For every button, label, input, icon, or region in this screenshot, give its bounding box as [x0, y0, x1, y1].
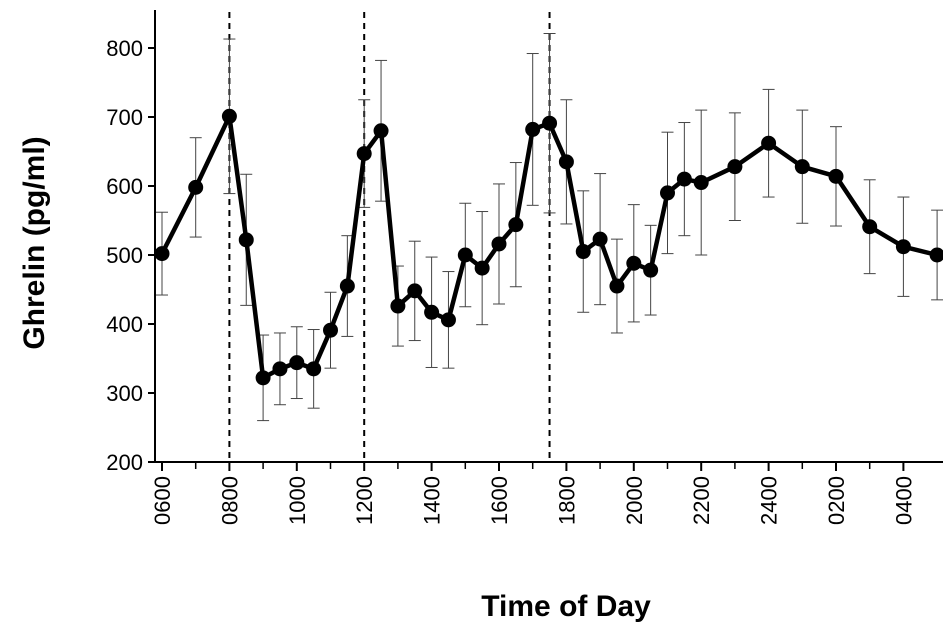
- data-point: [492, 236, 507, 251]
- data-point: [508, 217, 523, 232]
- data-point: [559, 154, 574, 169]
- y-tick-label: 500: [106, 243, 143, 268]
- data-point: [626, 256, 641, 271]
- data-point: [256, 370, 271, 385]
- data-point: [357, 146, 372, 161]
- data-point: [222, 109, 237, 124]
- data-point: [239, 232, 254, 247]
- y-tick-label: 400: [106, 312, 143, 337]
- y-tick-label: 300: [106, 381, 143, 406]
- x-tick-label: 1400: [420, 476, 445, 525]
- data-point: [930, 248, 943, 263]
- data-point: [609, 279, 624, 294]
- data-point: [407, 283, 422, 298]
- axes-layer: [148, 10, 943, 471]
- data-point: [272, 361, 287, 376]
- data-point: [660, 185, 675, 200]
- data-point: [694, 175, 709, 190]
- x-tick-label: 0600: [150, 476, 175, 525]
- data-point: [155, 246, 170, 261]
- y-axis-title: Ghrelin (pg/ml): [18, 136, 51, 349]
- x-tick-label: 1600: [487, 476, 512, 525]
- x-tick-label: 0400: [891, 476, 916, 525]
- x-tick-label: 0800: [217, 476, 242, 525]
- data-point: [593, 232, 608, 247]
- data-point: [323, 323, 338, 338]
- data-point: [643, 263, 658, 278]
- x-tick-label: 2000: [622, 476, 647, 525]
- data-point: [576, 244, 591, 259]
- data-point: [896, 239, 911, 254]
- data-point: [542, 116, 557, 131]
- x-tick-label: 1800: [554, 476, 579, 525]
- data-point: [188, 180, 203, 195]
- error-bar-layer: [156, 34, 943, 421]
- data-point: [340, 279, 355, 294]
- x-tick-label: 1200: [352, 476, 377, 525]
- x-tick-label: 2400: [757, 476, 782, 525]
- data-point: [795, 159, 810, 174]
- y-tick-label: 600: [106, 174, 143, 199]
- data-point: [441, 312, 456, 327]
- x-tick-label: 0200: [824, 476, 849, 525]
- data-point: [306, 361, 321, 376]
- data-point: [829, 169, 844, 184]
- data-point: [390, 299, 405, 314]
- data-point: [424, 305, 439, 320]
- data-point: [525, 122, 540, 137]
- data-point: [862, 219, 877, 234]
- label-layer: Ghrelin (pg/ml) Time of Day 200 300 400 500…: [18, 36, 916, 623]
- x-tick-label: 1000: [285, 476, 310, 525]
- y-tick-label: 800: [106, 36, 143, 61]
- data-point: [677, 172, 692, 187]
- x-tick-label: 2200: [689, 476, 714, 525]
- x-axis-title: Time of Day: [481, 590, 651, 623]
- y-tick-label: 700: [106, 105, 143, 130]
- data-point: [458, 248, 473, 263]
- data-point: [475, 261, 490, 276]
- data-point: [761, 136, 776, 151]
- data-point: [374, 123, 389, 138]
- y-tick-label: 200: [106, 450, 143, 475]
- data-point: [727, 159, 742, 174]
- data-point: [289, 355, 304, 370]
